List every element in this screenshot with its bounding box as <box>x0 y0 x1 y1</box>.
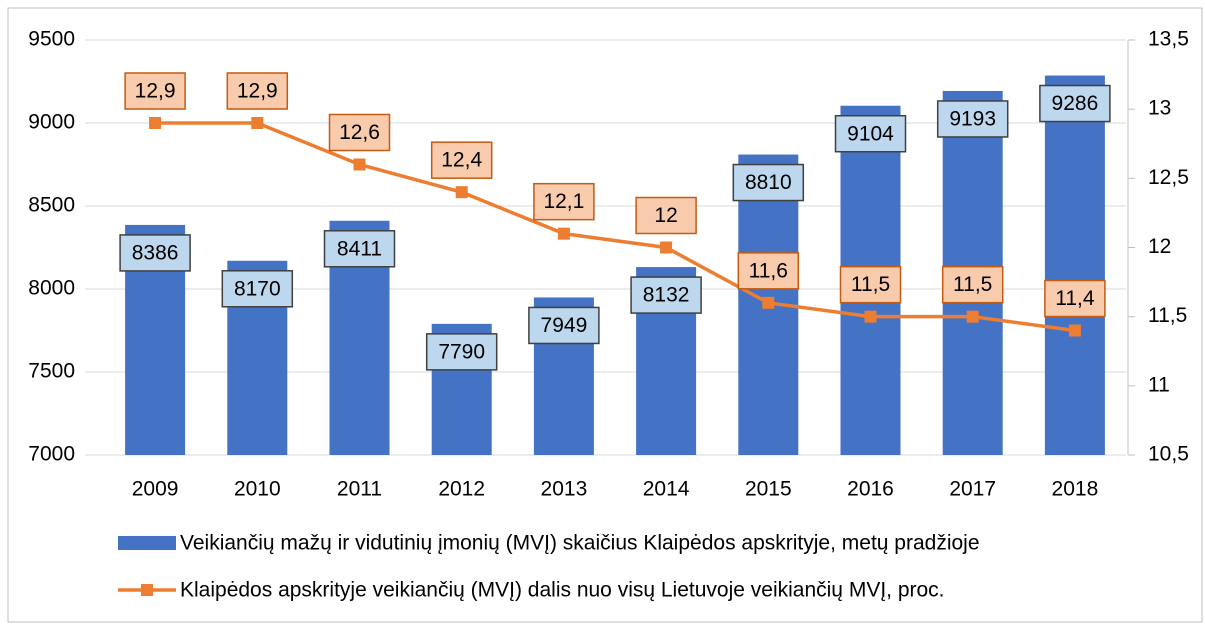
line-marker <box>864 310 877 323</box>
line-value-label-box <box>533 182 595 221</box>
line-value-label: 12,4 <box>441 149 482 172</box>
line-value-label: 12,6 <box>339 121 380 144</box>
y2-tick-label: 11 <box>1148 373 1170 396</box>
line-value-label-box <box>839 265 902 304</box>
line-value-label: 11,5 <box>851 273 890 296</box>
bar-value-label: 9104 <box>847 122 894 145</box>
x-tick-label: 2015 <box>745 478 792 501</box>
line <box>155 121 1076 333</box>
y-tick-label: 8500 <box>28 194 75 217</box>
line-marker <box>762 296 775 309</box>
line-value-label: 12,9 <box>135 80 176 103</box>
x-tick-label: 2016 <box>847 478 894 501</box>
line-value-label: 11,6 <box>749 259 788 282</box>
line-value-label: 11,4 <box>1055 287 1095 310</box>
bar-value-label-box <box>528 306 600 345</box>
legend-label: Klaipėdos apskrityje veikiančių (MVĮ) da… <box>180 579 945 602</box>
bar-value-label-box <box>323 230 396 268</box>
x-tick-label: 2012 <box>438 478 485 501</box>
bar-value-label: 7949 <box>541 314 588 337</box>
x-tick-label: 2010 <box>234 478 281 501</box>
bar-value-label: 8411 <box>337 237 382 260</box>
line-marker <box>353 158 366 171</box>
y-tick-label: 7500 <box>28 360 75 383</box>
y-tick-label: 8000 <box>28 277 75 300</box>
y2-tick-label: 13 <box>1148 97 1171 120</box>
line-value-label-box <box>635 196 697 235</box>
bar-value-label: 9193 <box>949 108 996 131</box>
bar-value-label: 9286 <box>1052 92 1099 115</box>
bar-value-label-box <box>119 234 191 272</box>
line-value-label: 12 <box>654 204 677 227</box>
bar-value-label-box <box>1039 84 1111 123</box>
line-marker <box>660 241 673 254</box>
y2-tick-label: 11,5 <box>1148 304 1187 327</box>
x-tick-label: 2014 <box>643 478 690 501</box>
bar-value-label: 8386 <box>132 241 179 264</box>
bar-value-label: 8132 <box>643 284 690 307</box>
line-marker <box>149 117 162 129</box>
x-tick-label: 2009 <box>132 478 179 501</box>
y2-tick-label: 10,5 <box>1148 443 1189 466</box>
x-tick-label: 2011 <box>337 478 382 501</box>
bar-value-label-box <box>425 333 498 371</box>
line-value-label-box <box>737 252 800 290</box>
legend-swatch <box>118 536 176 550</box>
bar-value-label-box <box>834 114 907 153</box>
line-marker <box>557 227 570 240</box>
y2-tick-label: 13,5 <box>1148 28 1189 51</box>
y-tick-label: 9000 <box>28 111 75 134</box>
y2-tick-label: 12 <box>1148 235 1171 258</box>
line-value-label: 11,5 <box>953 273 992 296</box>
x-tick-label: 2013 <box>541 478 588 501</box>
bar-value-label: 7790 <box>438 340 485 363</box>
bar-value-label-box <box>936 100 1009 138</box>
bar <box>1044 75 1105 456</box>
bar-value-label-box <box>732 163 805 202</box>
line-value-label: 12,1 <box>543 190 584 213</box>
line-marker <box>455 186 468 199</box>
bar-value-label: 8810 <box>745 171 792 194</box>
line-marker <box>1068 324 1081 337</box>
line-value-label-box <box>1044 279 1106 318</box>
legend-marker <box>141 584 153 596</box>
line-marker <box>966 310 979 323</box>
line-value-label: 12,9 <box>237 80 278 103</box>
bar-value-label-box <box>221 270 294 308</box>
line-marker <box>251 117 264 129</box>
bar-value-label: 8170 <box>234 277 281 300</box>
line-value-label-box <box>226 72 289 110</box>
line-value-label-box <box>430 141 493 179</box>
x-tick-label: 2018 <box>1052 478 1099 501</box>
bar-value-label-box <box>630 276 702 314</box>
line-value-label-box <box>941 265 1004 304</box>
x-tick-label: 2017 <box>949 478 996 501</box>
y-tick-label: 7000 <box>28 443 75 466</box>
line-value-label-box <box>124 72 186 110</box>
line-value-label-box <box>328 113 391 152</box>
legend-label: Veikiančių mažų ir vidutinių įmonių (MVĮ… <box>180 532 980 555</box>
frame <box>7 7 1203 623</box>
y-tick-label: 9500 <box>28 28 75 51</box>
y2-tick-label: 12,5 <box>1148 166 1189 189</box>
